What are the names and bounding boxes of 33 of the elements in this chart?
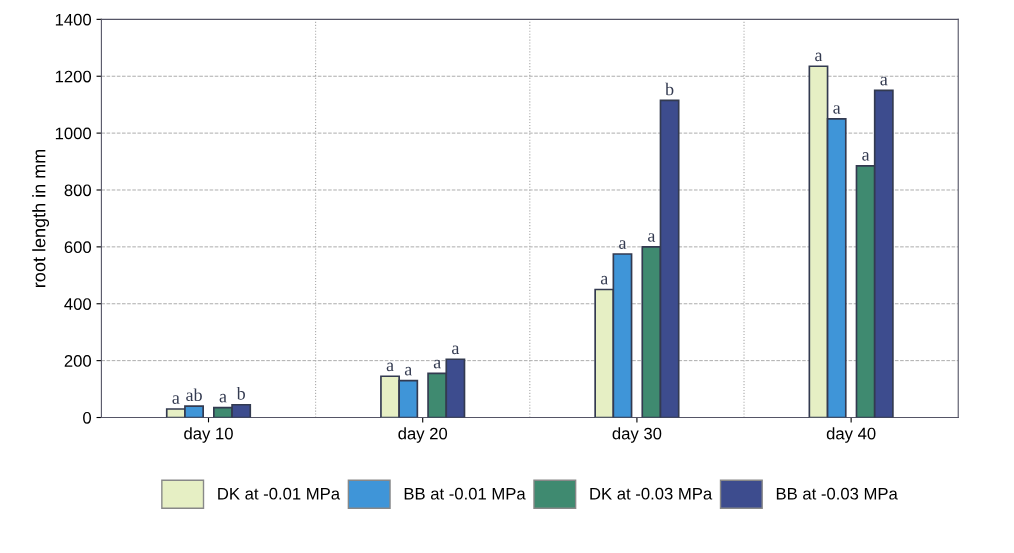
- y-tick-label: 1200: [55, 70, 92, 83]
- data-label: a: [172, 395, 180, 404]
- data-label: a: [404, 366, 413, 376]
- data-label: a: [648, 233, 656, 242]
- x-tick-label: day 20: [398, 427, 448, 443]
- legend-label: DK at -0.03 MPa: [590, 487, 713, 500]
- y-tick-label: 600: [64, 241, 92, 254]
- data-label: ab: [186, 388, 202, 402]
- data-label: a: [880, 76, 888, 86]
- y-tick-label: 0: [83, 411, 92, 424]
- data-label: a: [619, 240, 627, 249]
- x-tick-label: day 10: [184, 427, 233, 443]
- y-tick-label: 800: [64, 184, 92, 197]
- data-label: b: [236, 386, 245, 400]
- y-axis-title: root length in mm: [32, 149, 50, 287]
- legend-label: BB at -0.03 MPa: [776, 487, 898, 500]
- y-tick-label: 1000: [55, 127, 92, 140]
- data-label: a: [386, 362, 394, 372]
- data-label: a: [452, 345, 460, 355]
- data-label: a: [433, 359, 441, 369]
- x-tick-label: day 40: [826, 427, 876, 443]
- y-tick-label: 200: [64, 355, 92, 367]
- legend-label: DK at -0.01 MPa: [218, 487, 341, 500]
- data-label: a: [815, 52, 823, 62]
- legend-label: BB at -0.01 MPa: [404, 487, 526, 500]
- data-label: a: [862, 152, 870, 161]
- x-tick-label: day 30: [612, 427, 662, 443]
- data-label: a: [600, 275, 609, 285]
- data-label: a: [833, 105, 841, 114]
- y-tick-label: 400: [64, 298, 92, 310]
- data-label: b: [665, 82, 674, 96]
- data-label: a: [219, 393, 227, 403]
- y-tick-label: 1400: [55, 13, 92, 26]
